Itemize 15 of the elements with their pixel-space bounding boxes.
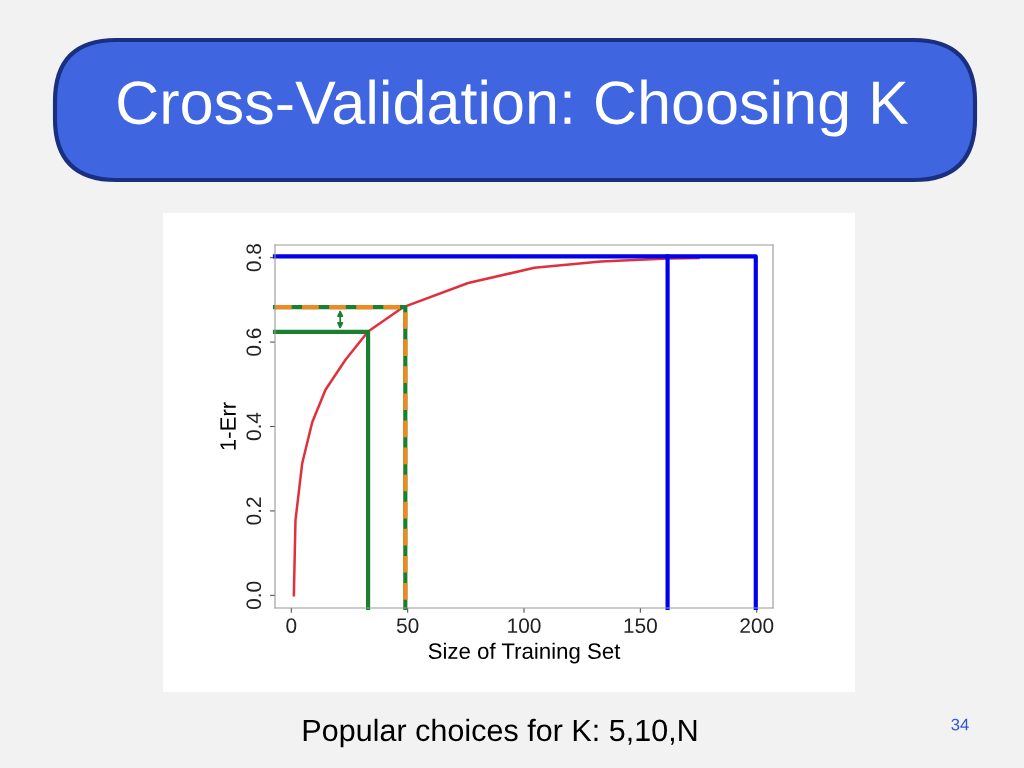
y-tick-label: 0.2 <box>246 497 262 525</box>
y-axis-title: 1-Err <box>220 402 236 450</box>
y-tick-label: 0.6 <box>246 328 262 356</box>
x-tick-label: 100 <box>508 618 541 634</box>
y-tick-label: 0.4 <box>246 412 262 441</box>
x-tick-label: 50 <box>396 618 419 634</box>
x-axis-title: Size of Training Set <box>428 642 621 664</box>
text: Popular choices for K: 5,10,N <box>303 718 697 748</box>
y-tick-label: 0.8 <box>246 244 262 272</box>
text: 34 <box>951 718 969 731</box>
y-tick-label: 0.0 <box>246 581 262 609</box>
chart-title: Cross-Validation: Choosing K <box>118 79 909 137</box>
x-tick-label: 200 <box>740 618 774 634</box>
x-tick-label: 150 <box>624 618 657 634</box>
x-tick-label: 0 <box>286 618 297 634</box>
